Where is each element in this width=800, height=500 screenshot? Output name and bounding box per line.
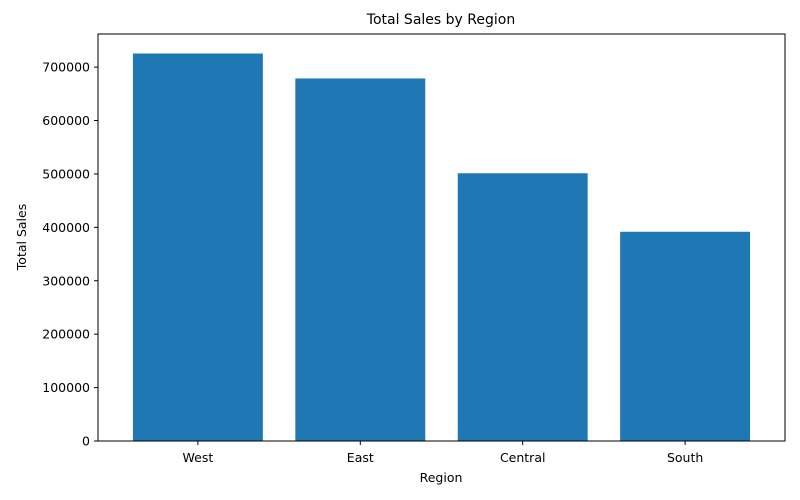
bars-layer (132, 53, 751, 442)
y-tick-label: 500000 (42, 166, 90, 181)
x-tick-label: Central (500, 450, 546, 465)
x-tick-label: South (667, 450, 703, 465)
chart-title: Total Sales by Region (366, 12, 515, 28)
y-tick-label: 300000 (42, 273, 90, 288)
y-tick-label: 700000 (42, 60, 90, 75)
bar-central (457, 173, 588, 441)
x-axis: West East Central South (183, 441, 703, 465)
y-axis-label: Total Sales (14, 204, 29, 271)
y-tick-label: 400000 (42, 220, 90, 235)
x-tick-label: West (183, 450, 214, 465)
bar-west (132, 53, 263, 442)
x-axis-label: Region (420, 470, 463, 485)
y-tick-label: 600000 (42, 113, 90, 128)
bar-south (620, 231, 751, 441)
plot-frame (97, 33, 786, 442)
y-axis: 0 100000 200000 300000 400000 500000 600000 700… (42, 60, 98, 449)
x-tick-label: East (347, 450, 374, 465)
y-tick-label: 200000 (42, 327, 90, 342)
bar-east (295, 78, 426, 441)
y-tick-label: 100000 (42, 380, 90, 395)
y-tick-label: 0 (82, 434, 90, 449)
